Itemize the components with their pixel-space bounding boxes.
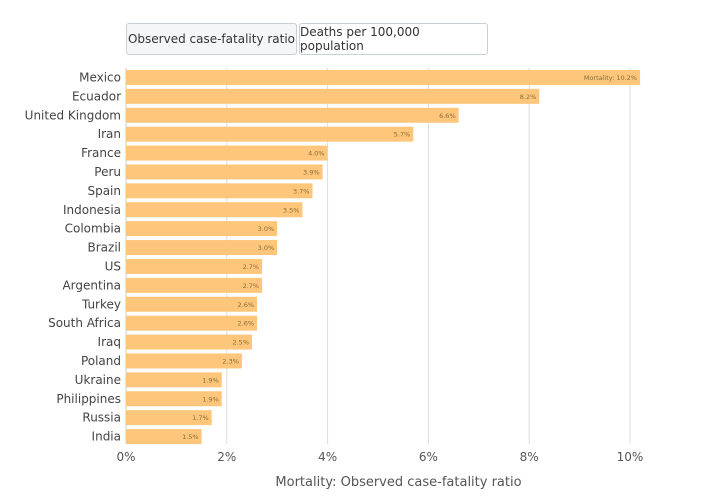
x-tick-label: 6%	[419, 450, 438, 464]
bar-value-label: Mortality: 10.2%	[584, 74, 637, 82]
bar	[126, 202, 303, 218]
bar-value-label: 6.6%	[439, 112, 456, 120]
bar-value-label: 8.2%	[520, 93, 537, 101]
bar	[126, 353, 242, 369]
bar	[126, 107, 459, 123]
bar-value-label: 2.6%	[238, 301, 255, 309]
x-tick-label: 0%	[116, 450, 135, 464]
bar-value-label: 2.6%	[238, 320, 255, 328]
bar-value-label: 3.0%	[258, 244, 275, 252]
bar	[126, 315, 258, 331]
category-label: Colombia	[65, 222, 121, 236]
bar	[126, 183, 313, 199]
bar-value-label: 2.5%	[232, 339, 249, 347]
x-tick-label: 10%	[617, 450, 644, 464]
x-tick-label: 8%	[520, 450, 539, 464]
metric-tabs: Observed case-fatality ratio Deaths per …	[126, 23, 488, 55]
bar	[126, 410, 212, 426]
bar	[126, 221, 278, 237]
bar-value-label: 3.5%	[283, 206, 300, 214]
bar	[126, 429, 202, 445]
bar-value-label: 3.9%	[303, 168, 320, 176]
category-label: India	[92, 430, 121, 444]
category-label: Ukraine	[75, 373, 121, 387]
bar-value-label: 5.7%	[394, 131, 411, 139]
category-label: Iraq	[98, 335, 121, 349]
bar-value-label: 2.7%	[243, 282, 260, 290]
bar	[126, 372, 222, 388]
category-label: South Africa	[48, 316, 121, 330]
bar	[126, 145, 328, 161]
bar	[126, 277, 263, 293]
x-tick-label: 2%	[217, 450, 236, 464]
bar-value-label: 2.3%	[222, 357, 239, 365]
tab-deaths-per-100k[interactable]: Deaths per 100,000 population	[299, 23, 488, 55]
category-label: Indonesia	[63, 203, 121, 217]
category-label: France	[81, 146, 121, 160]
bar-value-label: 3.0%	[258, 225, 275, 233]
bar-value-label: 3.7%	[293, 187, 310, 195]
bar	[126, 88, 540, 104]
bar	[126, 240, 278, 256]
bar	[126, 69, 641, 85]
bar	[126, 258, 263, 274]
category-label: Iran	[98, 127, 121, 141]
category-label: Mexico	[79, 70, 121, 84]
tab-case-fatality-ratio[interactable]: Observed case-fatality ratio	[126, 23, 297, 55]
category-label: Russia	[82, 411, 121, 425]
category-label: Brazil	[88, 241, 122, 255]
bar	[126, 164, 323, 180]
category-label: Turkey	[81, 297, 121, 311]
category-label: Peru	[94, 165, 121, 179]
category-label: Philippines	[56, 392, 121, 406]
bar-value-label: 2.7%	[243, 263, 260, 271]
category-label: Argentina	[62, 278, 121, 292]
bar	[126, 126, 414, 142]
bar-value-label: 1.9%	[202, 395, 219, 403]
bar	[126, 334, 252, 350]
bar	[126, 391, 222, 407]
bar-value-label: 1.5%	[182, 433, 199, 441]
bar-value-label: 4.0%	[308, 150, 325, 158]
category-label: Ecuador	[72, 89, 121, 103]
category-label: Poland	[81, 354, 121, 368]
bar-value-label: 1.7%	[192, 414, 209, 422]
x-tick-label: 4%	[318, 450, 337, 464]
bar	[126, 296, 258, 312]
category-label: US	[105, 259, 121, 273]
bar-value-label: 1.9%	[202, 376, 219, 384]
x-axis-title: Mortality: Observed case-fatality ratio	[275, 475, 522, 490]
category-label: United Kingdom	[25, 108, 121, 122]
category-label: Spain	[87, 184, 121, 198]
